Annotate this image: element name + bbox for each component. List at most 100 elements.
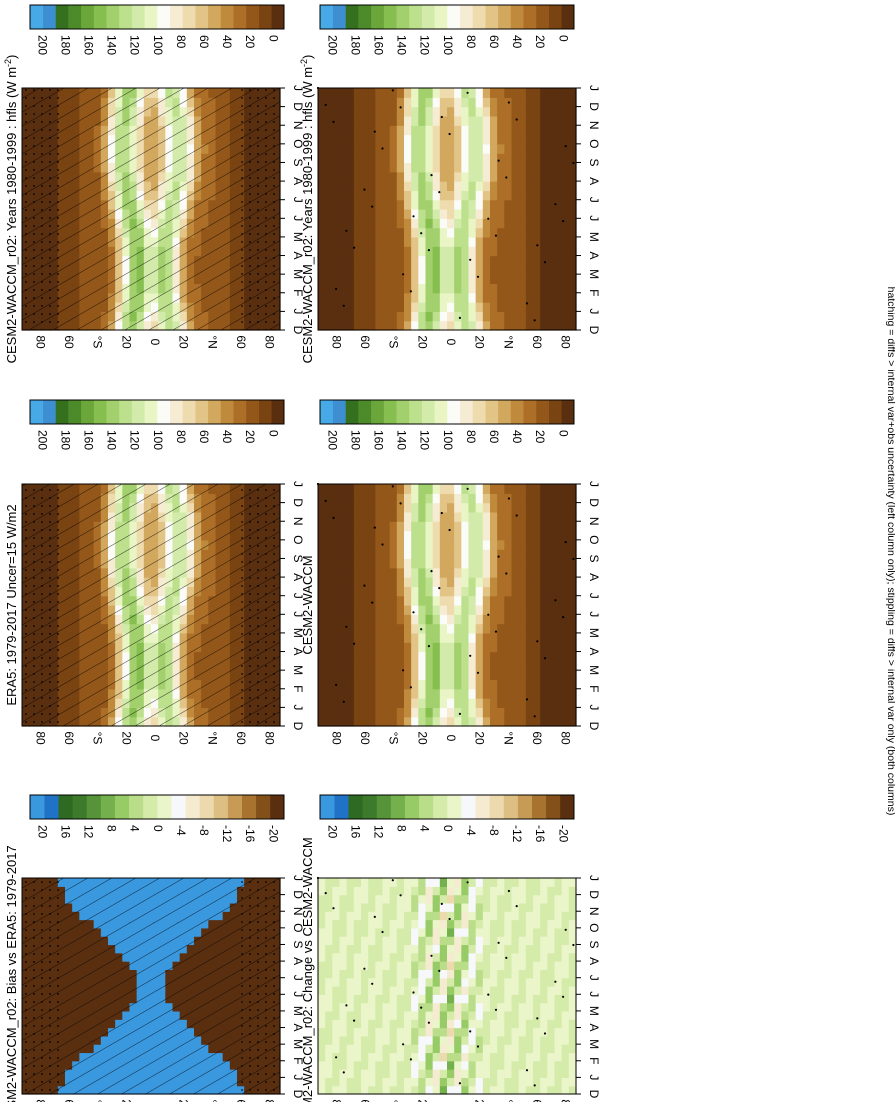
colorbar-swatch bbox=[258, 400, 272, 424]
heatmap-cell bbox=[368, 153, 376, 164]
heatmap-cell bbox=[411, 679, 419, 690]
heatmap-cell bbox=[547, 716, 556, 727]
heatmap-cell bbox=[418, 484, 427, 494]
heatmap-cell bbox=[468, 586, 477, 597]
heatmap-cell bbox=[447, 106, 455, 117]
heatmap-cell bbox=[382, 302, 391, 312]
heatmap-cell bbox=[346, 255, 355, 266]
heatmap-cell bbox=[461, 670, 470, 681]
heatmap-cell bbox=[339, 320, 348, 331]
heatmap-cell bbox=[482, 651, 491, 662]
heatmap-cell bbox=[511, 190, 520, 201]
heatmap-cell bbox=[554, 227, 563, 238]
heatmap-cell bbox=[382, 605, 391, 615]
heatmap-cell bbox=[497, 181, 505, 191]
heatmap-cell bbox=[418, 153, 427, 164]
heatmap-cell bbox=[425, 274, 434, 285]
heatmap-cell bbox=[439, 493, 448, 504]
heatmap-cell bbox=[475, 539, 484, 550]
heatmap-cell bbox=[540, 274, 548, 285]
heatmap-cell bbox=[447, 125, 455, 136]
heatmap-cell bbox=[475, 679, 484, 690]
colorbar-swatch bbox=[182, 400, 196, 424]
heatmap-cell bbox=[411, 623, 419, 634]
heatmap-cell bbox=[439, 190, 448, 201]
heatmap-cell bbox=[318, 595, 326, 606]
heatmap-cell bbox=[475, 493, 484, 504]
heatmap-cell bbox=[361, 162, 369, 173]
heatmap-cell bbox=[482, 539, 491, 550]
month-tick-label: D bbox=[587, 326, 601, 335]
heatmap-cell bbox=[533, 264, 541, 275]
heatmap-cell bbox=[533, 302, 541, 312]
heatmap-cell bbox=[375, 549, 384, 560]
heatmap-cell bbox=[561, 153, 570, 164]
heatmap-cell bbox=[561, 246, 570, 257]
heatmap-cell bbox=[568, 162, 577, 173]
colorbar-frame bbox=[29, 399, 285, 425]
heatmap-cell bbox=[375, 106, 384, 117]
heatmap-cell bbox=[346, 292, 355, 303]
heatmap-cell bbox=[432, 511, 441, 522]
heatmap-cell bbox=[404, 218, 412, 229]
lat-tick-label: °N bbox=[205, 731, 219, 744]
heatmap-cell bbox=[325, 115, 333, 126]
heatmap-cell bbox=[318, 162, 326, 173]
heatmap-cell bbox=[368, 246, 376, 257]
heatmap-cell bbox=[382, 660, 391, 671]
heatmap-cell bbox=[454, 292, 462, 303]
heatmap-cell bbox=[497, 539, 505, 550]
heatmap-cell bbox=[525, 502, 534, 513]
heatmap-cell bbox=[368, 190, 376, 201]
month-tick-label: A bbox=[587, 573, 601, 581]
heatmap-cell bbox=[482, 605, 491, 615]
heatmap-cell bbox=[447, 558, 455, 569]
heatmap-cell bbox=[547, 311, 556, 322]
heatmap-cell bbox=[418, 171, 427, 182]
lat-tick-label: 80 bbox=[33, 335, 47, 349]
heatmap-cell bbox=[432, 632, 441, 643]
heatmap-cell bbox=[404, 698, 412, 708]
stipple-dot bbox=[515, 514, 518, 517]
heatmap-cell bbox=[540, 670, 548, 681]
heatmap-cell bbox=[540, 143, 548, 154]
heatmap-cell bbox=[318, 549, 326, 560]
heatmap-cell bbox=[504, 698, 513, 708]
heatmap-cell bbox=[540, 218, 548, 229]
heatmap-cell bbox=[561, 106, 570, 117]
heatmap-cell bbox=[318, 283, 326, 294]
heatmap-cell bbox=[318, 106, 326, 117]
colorbar-label: 200 bbox=[35, 35, 49, 55]
heatmap-cell bbox=[325, 227, 333, 238]
heatmap-cell bbox=[425, 549, 434, 560]
stipple-dot bbox=[399, 502, 402, 505]
heatmap-cell bbox=[554, 558, 563, 569]
stipple-dot bbox=[505, 572, 508, 575]
heatmap-cell bbox=[411, 484, 419, 494]
heatmap-cell bbox=[454, 605, 462, 615]
heatmap-cell bbox=[475, 623, 484, 634]
heatmap-cell bbox=[368, 209, 376, 219]
lat-tick-label: 20 bbox=[177, 731, 191, 745]
heatmap-cell bbox=[425, 283, 434, 294]
heatmap-cell bbox=[540, 97, 548, 108]
heatmap-cell bbox=[540, 181, 548, 191]
heatmap-cell bbox=[339, 264, 348, 275]
heatmap-cell bbox=[332, 502, 341, 513]
heatmap-cell bbox=[353, 660, 362, 671]
month-tick-label: M bbox=[587, 628, 601, 638]
heatmap-cell bbox=[353, 171, 362, 182]
heatmap-cell bbox=[389, 153, 398, 164]
heatmap-cell bbox=[353, 274, 362, 285]
heatmap-cell bbox=[346, 171, 355, 182]
plot-frame bbox=[21, 87, 281, 331]
heatmap-cell bbox=[382, 614, 391, 625]
colorbar-swatch bbox=[271, 5, 285, 29]
heatmap-cell bbox=[490, 153, 498, 164]
heatmap-cell bbox=[554, 539, 563, 550]
heatmap-cell bbox=[346, 106, 355, 117]
heatmap-cell bbox=[375, 320, 384, 331]
heatmap-cell bbox=[439, 88, 448, 98]
heatmap-cell bbox=[447, 134, 455, 145]
heatmap-cell bbox=[396, 97, 405, 108]
